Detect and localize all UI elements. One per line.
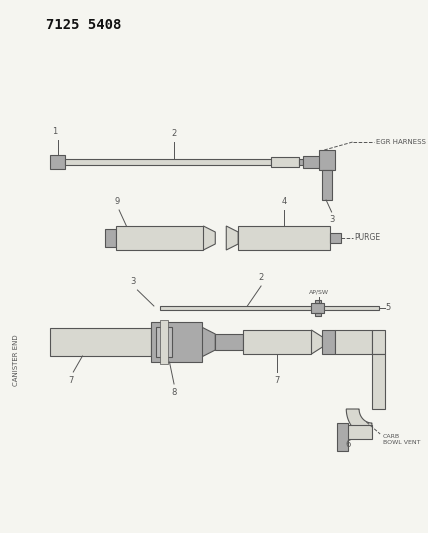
Bar: [116, 226, 203, 250]
Polygon shape: [202, 327, 215, 357]
Bar: [312, 303, 324, 313]
Bar: [322, 330, 335, 354]
Text: 7: 7: [274, 376, 279, 385]
Bar: [319, 150, 335, 170]
Bar: [65, 159, 271, 165]
Text: 9: 9: [115, 197, 120, 206]
Polygon shape: [203, 226, 215, 250]
Bar: [151, 322, 202, 362]
Bar: [315, 300, 321, 303]
Text: CANISTER END: CANISTER END: [14, 334, 20, 386]
Polygon shape: [312, 330, 322, 354]
Text: 2: 2: [172, 129, 177, 138]
Text: 7: 7: [69, 376, 74, 385]
Bar: [105, 229, 116, 247]
Bar: [160, 320, 168, 364]
Text: 3: 3: [329, 215, 334, 224]
Bar: [271, 157, 299, 167]
Text: 1: 1: [52, 127, 58, 136]
Bar: [160, 306, 312, 310]
Bar: [303, 156, 320, 168]
Polygon shape: [226, 226, 238, 250]
Bar: [372, 330, 385, 354]
Text: 4: 4: [281, 197, 287, 206]
Text: 6: 6: [345, 440, 351, 449]
Bar: [372, 354, 385, 409]
Text: 8: 8: [171, 388, 177, 397]
Text: 5: 5: [386, 303, 391, 312]
Polygon shape: [346, 409, 372, 437]
Bar: [315, 313, 321, 316]
Bar: [322, 170, 332, 200]
Bar: [324, 306, 379, 310]
Text: EGR HARNESS: EGR HARNESS: [376, 139, 425, 145]
Text: CARB
BOWL VENT: CARB BOWL VENT: [383, 434, 420, 445]
Bar: [51, 155, 65, 169]
Bar: [337, 423, 348, 451]
Text: 7125 5408: 7125 5408: [46, 18, 121, 32]
Bar: [299, 159, 303, 165]
Text: PURGE: PURGE: [354, 233, 380, 243]
Bar: [335, 330, 372, 354]
Bar: [51, 328, 151, 356]
Bar: [346, 425, 372, 439]
Text: 3: 3: [130, 277, 136, 286]
Bar: [238, 226, 330, 250]
Bar: [215, 334, 243, 350]
Text: 2: 2: [259, 273, 264, 282]
Text: AP/SW: AP/SW: [309, 289, 329, 294]
Bar: [243, 330, 312, 354]
Bar: [156, 327, 172, 357]
Bar: [330, 233, 341, 243]
